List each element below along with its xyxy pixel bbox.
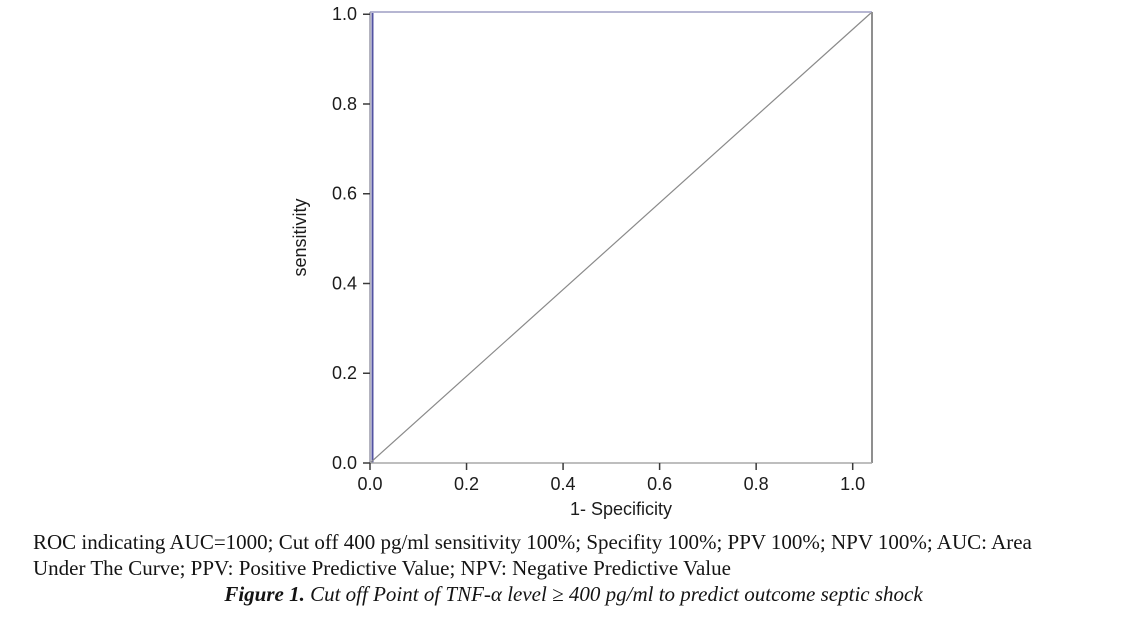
reference-diagonal-line xyxy=(369,11,873,464)
x-tick-label: 1.0 xyxy=(840,474,865,494)
y-tick-label: 0.6 xyxy=(332,184,357,204)
y-tick-label: 0.8 xyxy=(332,94,357,114)
caption-line-2: Under The Curve; PPV: Positive Predictiv… xyxy=(33,556,731,580)
x-tick-label: 0.4 xyxy=(551,474,576,494)
y-tick-label: 1.0 xyxy=(332,4,357,24)
y-tick-label: 0.2 xyxy=(332,363,357,383)
y-tick-label: 0.0 xyxy=(332,453,357,473)
x-tick-label: 0.8 xyxy=(744,474,769,494)
x-axis-label: 1- Specificity xyxy=(570,499,672,519)
figure-label: Figure 1. xyxy=(224,582,305,606)
figure-caption: Figure 1. Cut off Point of TNF-α level ≥… xyxy=(0,582,1147,607)
x-tick-label: 0.2 xyxy=(454,474,479,494)
y-tick-label: 0.4 xyxy=(332,273,357,293)
caption-line-1: ROC indicating AUC=1000; Cut off 400 pg/… xyxy=(33,530,1032,554)
x-tick-label: 0.6 xyxy=(647,474,672,494)
x-tick-label: 0.0 xyxy=(357,474,382,494)
roc-chart: 0.0 0.2 0.4 0.6 0.8 1.0 0.0 0.2 0.4 0.6 0.8 1.0 1- S… xyxy=(290,4,873,519)
figure-description: ROC indicating AUC=1000; Cut off 400 pg/… xyxy=(33,529,1032,581)
figure-title: Cut off Point of TNF-α level ≥ 400 pg/ml… xyxy=(304,582,923,606)
y-axis-label: sensitivity xyxy=(290,198,310,276)
